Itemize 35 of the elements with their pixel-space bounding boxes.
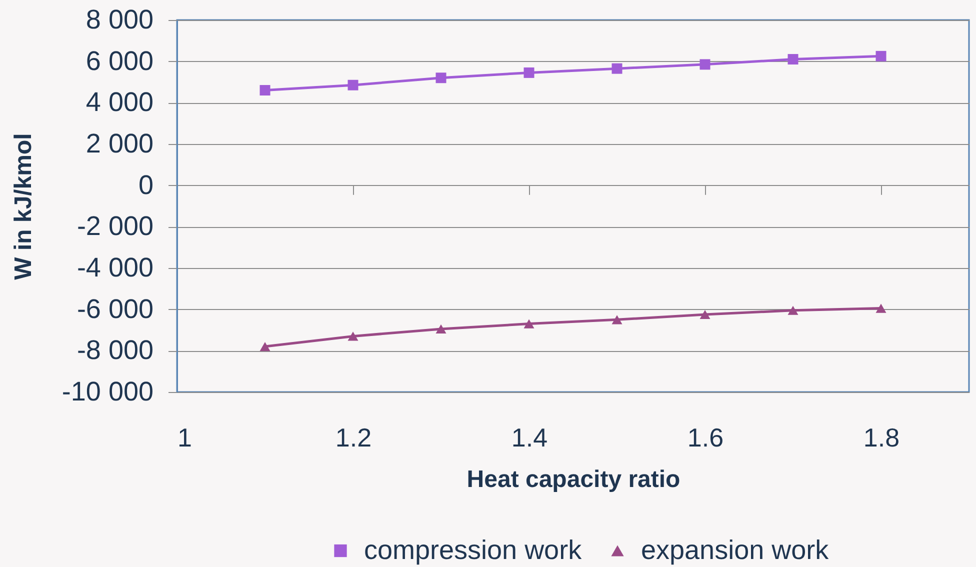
point	[876, 50, 886, 62]
point	[612, 315, 622, 324]
y-axis-title: W in kJ/kmol	[10, 133, 37, 280]
legend-label: compression work	[364, 534, 582, 565]
point	[436, 72, 446, 84]
point	[788, 306, 798, 315]
x-tick-label: 1	[178, 422, 192, 452]
point	[348, 332, 358, 341]
x-tick-label: 1.8	[863, 422, 900, 452]
point	[788, 54, 798, 65]
y-tick-label: 4 000	[86, 87, 154, 118]
y-tick-label: 0	[138, 170, 154, 200]
point	[700, 310, 710, 320]
point	[612, 63, 622, 74]
legend-label: expansion work	[641, 534, 830, 565]
point	[524, 319, 534, 328]
point	[260, 342, 270, 352]
point	[260, 85, 270, 96]
x-tick-label: 1.4	[511, 422, 548, 452]
y-tick-label: -8 000	[76, 335, 154, 366]
point	[524, 67, 534, 78]
point	[700, 59, 710, 70]
point	[436, 324, 446, 334]
y-tick-label: 6 000	[86, 46, 154, 76]
y-tick-label: -10 000	[62, 376, 154, 406]
y-tick-label: 2 000	[86, 128, 154, 158]
y-tick-label: -6 000	[76, 294, 154, 324]
y-tick-label: -2 000	[76, 211, 154, 242]
point	[876, 304, 886, 313]
y-tick-label: -4 000	[76, 252, 154, 282]
x-tick-label: 1.2	[335, 422, 372, 452]
x-tick-label: 1.6	[687, 422, 724, 452]
y-tick-label: 8 000	[86, 4, 154, 34]
point	[348, 80, 358, 90]
x-axis-title: Heat capacity ratio	[466, 466, 680, 493]
